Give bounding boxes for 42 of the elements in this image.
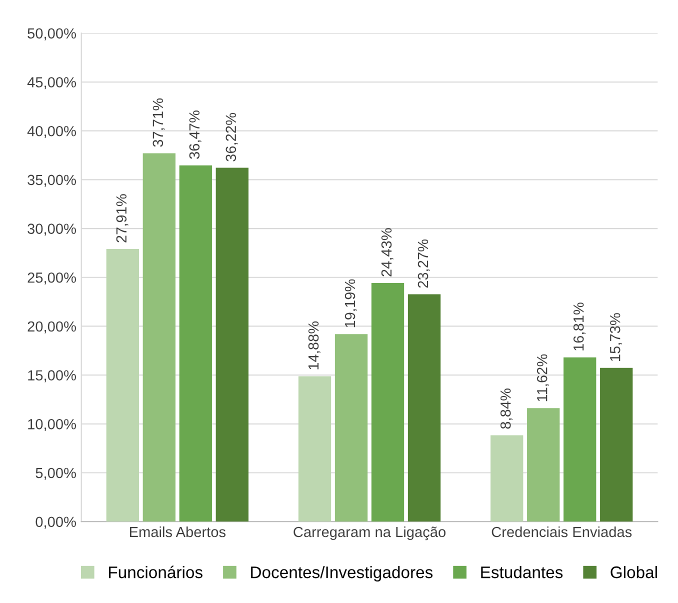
- data-label: 19,19%: [344, 279, 357, 328]
- bar: [106, 248, 139, 522]
- y-tick-label: 5,00%: [36, 468, 76, 480]
- legend-label: Estudantes: [481, 566, 563, 578]
- bar: [371, 282, 404, 522]
- bar: [527, 408, 560, 522]
- y-tick-label: 20,00%: [28, 321, 76, 334]
- data-label: 8,84%: [500, 388, 512, 429]
- legend-label: Docentes/Investigadores: [251, 566, 433, 582]
- y-tick-label: 0,00%: [36, 516, 76, 529]
- data-label: 11,62%: [536, 354, 549, 402]
- y-tick-label: 30,00%: [28, 224, 76, 236]
- x-tick-label: Carregaram na Ligação: [294, 526, 446, 540]
- bar: [216, 168, 248, 522]
- data-label: 36,22%: [226, 112, 238, 162]
- y-tick-label: 15,00%: [28, 370, 76, 382]
- bar: [564, 357, 596, 522]
- bar: [600, 368, 633, 522]
- x-tick-label: Emails Abertos: [130, 526, 226, 538]
- y-tick-label: 35,00%: [28, 174, 76, 187]
- bar: [179, 165, 212, 522]
- bar: [408, 294, 441, 522]
- legend-label: Global: [610, 566, 657, 578]
- data-label: 24,43%: [381, 228, 394, 276]
- y-tick-label: 25,00%: [28, 272, 76, 285]
- data-label: 36,47%: [189, 110, 202, 159]
- data-label: 15,73%: [610, 313, 622, 361]
- x-tick-label: Credenciais Enviadas: [492, 526, 632, 538]
- y-tick-label: 50,00%: [28, 28, 76, 40]
- bar: [334, 334, 368, 522]
- y-tick-label: 40,00%: [27, 126, 76, 138]
- bar: [490, 435, 524, 522]
- data-label: 27,91%: [116, 194, 128, 242]
- data-label: 14,88%: [308, 321, 320, 370]
- y-tick-label: 10,00%: [28, 419, 76, 432]
- legend-label: Funcionários: [109, 566, 202, 578]
- bar: [298, 376, 332, 522]
- data-label: 23,27%: [418, 239, 430, 288]
- y-tick-label: 45,00%: [27, 77, 76, 90]
- data-label: 37,71%: [152, 98, 165, 147]
- data-label: 16,81%: [573, 302, 586, 350]
- bar: [142, 153, 176, 522]
